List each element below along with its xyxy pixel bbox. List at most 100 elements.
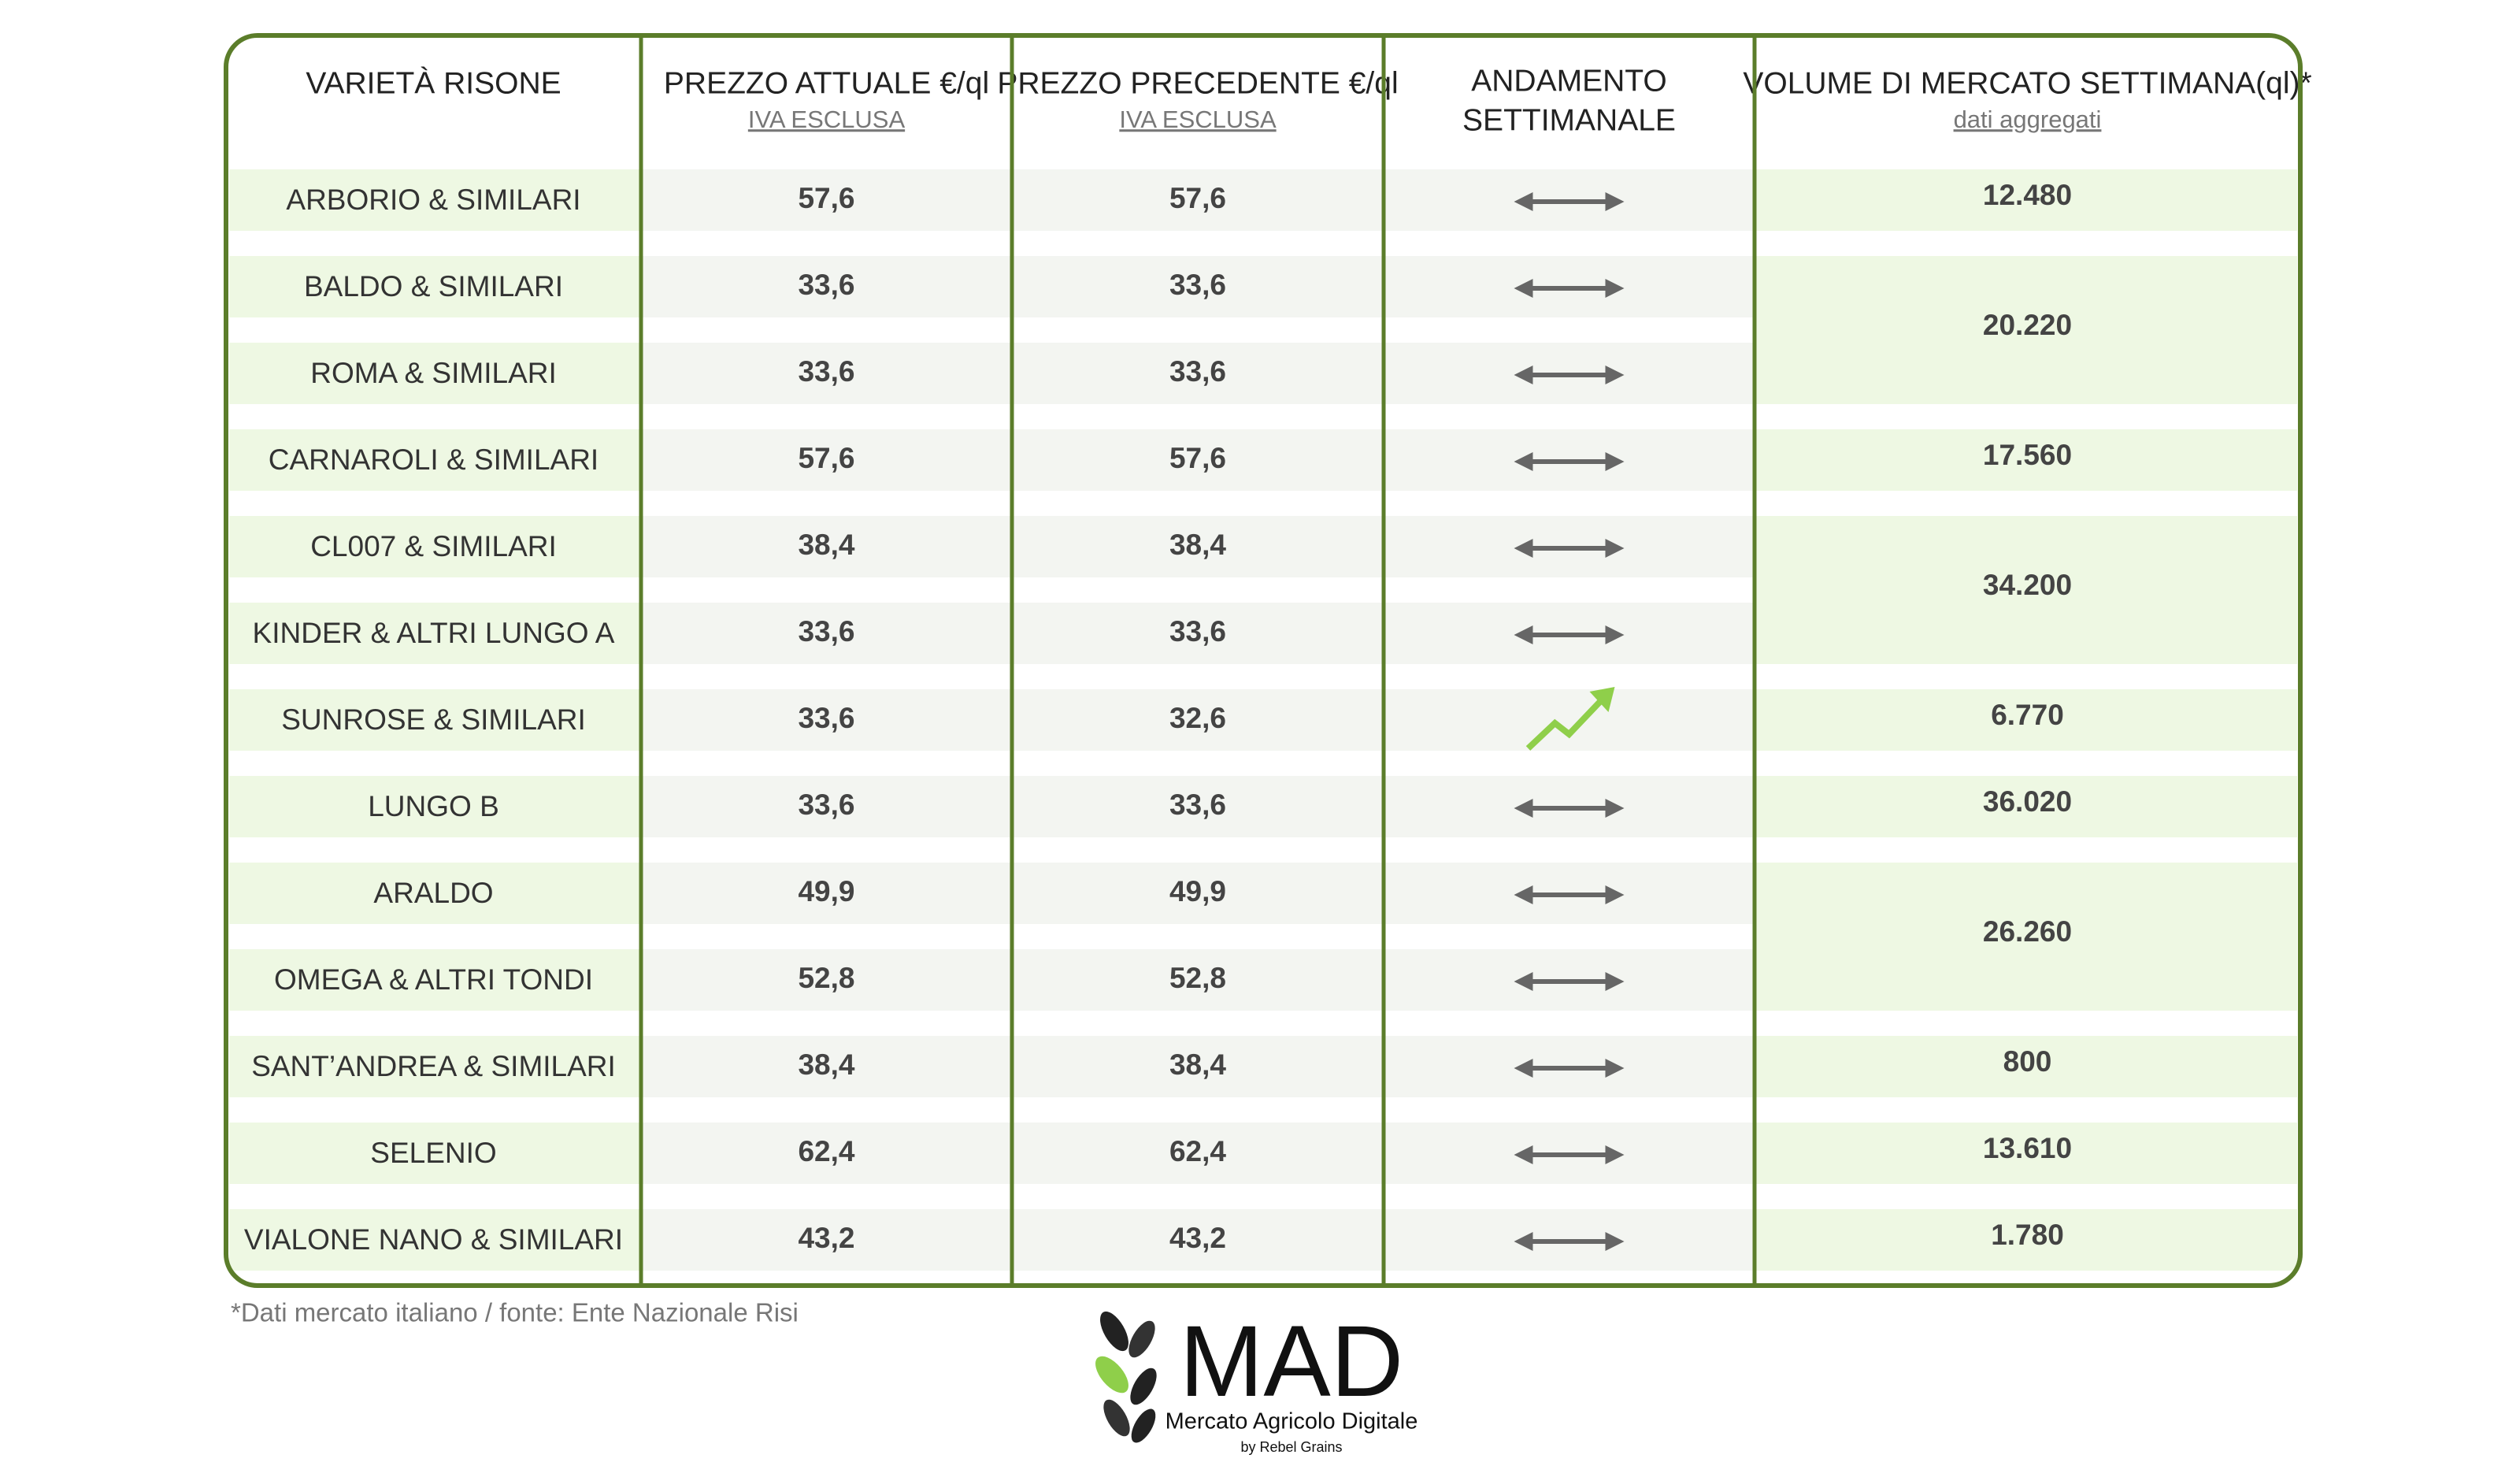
variety: VIALONE NANO & SIMILARI bbox=[244, 1223, 623, 1256]
volume-band bbox=[1755, 516, 2297, 664]
logo-byline: by Rebel Grains bbox=[1240, 1439, 1342, 1455]
header-subtitle: IVA ESCLUSA bbox=[748, 106, 906, 133]
volume: 26.260 bbox=[1983, 915, 2072, 948]
volume: 36.020 bbox=[1983, 785, 2072, 818]
previous-price: 33,6 bbox=[1169, 355, 1226, 388]
arrow-head bbox=[1605, 1145, 1625, 1164]
row-band bbox=[229, 603, 641, 664]
arrow-head bbox=[1605, 366, 1625, 384]
current-price: 57,6 bbox=[798, 442, 854, 474]
variety: CL007 & SIMILARI bbox=[310, 530, 557, 562]
variety: LUNGO B bbox=[368, 790, 499, 822]
arrow-head bbox=[1514, 885, 1533, 904]
arrow-head bbox=[1605, 192, 1625, 211]
volume: 800 bbox=[2003, 1045, 2052, 1078]
row-band bbox=[229, 949, 641, 1011]
previous-price: 62,4 bbox=[1169, 1135, 1226, 1167]
previous-price: 43,2 bbox=[1169, 1222, 1226, 1254]
row-band bbox=[641, 689, 1755, 751]
logo-leaves bbox=[1095, 1311, 1157, 1443]
logo: MAD Mercato Agricolo Digitale by Rebel G… bbox=[1095, 1305, 1418, 1455]
header-title: VOLUME DI MERCATO SETTIMANA(ql)* bbox=[1743, 66, 2311, 100]
volume-band bbox=[1755, 863, 2297, 1011]
trend-up-icon bbox=[1525, 699, 1603, 751]
header-title: VARIETÀ RISONE bbox=[306, 66, 561, 100]
variety: CARNAROLI & SIMILARI bbox=[269, 443, 598, 476]
row-band bbox=[229, 1036, 641, 1097]
previous-price: 49,9 bbox=[1169, 875, 1226, 907]
volume-band bbox=[1755, 1036, 2297, 1097]
current-price: 38,4 bbox=[798, 1048, 854, 1081]
arrow-head bbox=[1605, 1059, 1625, 1078]
header-title: PREZZO ATTUALE €/ql bbox=[664, 66, 989, 100]
arrow-head bbox=[1514, 625, 1533, 644]
arrow-head bbox=[1605, 799, 1625, 818]
row-band bbox=[229, 863, 641, 924]
volume: 13.610 bbox=[1983, 1132, 2072, 1164]
current-price: 62,4 bbox=[798, 1135, 854, 1167]
row-band bbox=[229, 169, 641, 231]
current-price: 49,9 bbox=[798, 875, 854, 907]
arrow-head bbox=[1605, 972, 1625, 991]
header-subtitle: IVA ESCLUSA bbox=[1119, 106, 1277, 133]
variety: SELENIO bbox=[370, 1137, 496, 1169]
arrow-head bbox=[1605, 452, 1625, 471]
volume-band bbox=[1755, 429, 2297, 491]
arrow-head bbox=[1514, 799, 1533, 818]
volume-band bbox=[1755, 776, 2297, 837]
volume: 20.220 bbox=[1983, 309, 2072, 341]
footnote: *Dati mercato italiano / fonte: Ente Naz… bbox=[231, 1298, 799, 1327]
row-band bbox=[229, 516, 641, 577]
row-band bbox=[229, 429, 641, 491]
current-price: 33,6 bbox=[798, 269, 854, 301]
logo-title: MAD bbox=[1180, 1305, 1403, 1418]
volume-band bbox=[1755, 1123, 2297, 1184]
volume-band bbox=[1755, 256, 2297, 404]
arrow-head bbox=[1605, 625, 1625, 644]
header-title: PREZZO PRECEDENTE €/ql bbox=[997, 66, 1398, 100]
arrow-head bbox=[1514, 1145, 1533, 1164]
arrow-head bbox=[1605, 1232, 1625, 1251]
arrow-head bbox=[1514, 972, 1533, 991]
volume: 6.770 bbox=[1991, 699, 2064, 731]
previous-price: 33,6 bbox=[1169, 789, 1226, 821]
header-title: SETTIMANALE bbox=[1462, 103, 1676, 137]
arrow-head bbox=[1514, 452, 1533, 471]
volume: 17.560 bbox=[1983, 439, 2072, 471]
previous-price: 32,6 bbox=[1169, 702, 1226, 734]
logo-subtitle: Mercato Agricolo Digitale bbox=[1166, 1409, 1418, 1434]
variety: ARBORIO & SIMILARI bbox=[286, 184, 580, 216]
variety: SUNROSE & SIMILARI bbox=[281, 703, 586, 736]
volume: 1.780 bbox=[1991, 1219, 2064, 1251]
current-price: 33,6 bbox=[798, 702, 854, 734]
volume-band bbox=[1755, 689, 2297, 751]
arrow-head bbox=[1514, 1232, 1533, 1251]
arrow-head bbox=[1514, 1059, 1533, 1078]
previous-price: 38,4 bbox=[1169, 529, 1226, 561]
header-title: ANDAMENTO bbox=[1471, 64, 1666, 98]
arrow-head bbox=[1605, 279, 1625, 298]
arrow-head bbox=[1605, 885, 1625, 904]
variety: KINDER & ALTRI LUNGO A bbox=[253, 617, 615, 649]
row-band bbox=[229, 256, 641, 317]
variety: SANT’ANDREA & SIMILARI bbox=[251, 1050, 616, 1082]
previous-price: 33,6 bbox=[1169, 269, 1226, 301]
previous-price: 52,8 bbox=[1169, 962, 1226, 994]
current-price: 52,8 bbox=[798, 962, 854, 994]
current-price: 57,6 bbox=[798, 182, 854, 214]
previous-price: 57,6 bbox=[1169, 182, 1226, 214]
header-subtitle: dati aggregati bbox=[1954, 106, 2102, 133]
arrow-head bbox=[1514, 279, 1533, 298]
row-band bbox=[229, 1209, 641, 1271]
row-band bbox=[229, 1123, 641, 1184]
variety: ROMA & SIMILARI bbox=[310, 357, 557, 389]
variety: ARALDO bbox=[373, 877, 493, 909]
current-price: 33,6 bbox=[798, 615, 854, 648]
variety: BALDO & SIMILARI bbox=[304, 270, 563, 302]
volume: 12.480 bbox=[1983, 179, 2072, 211]
arrow-head bbox=[1514, 539, 1533, 558]
row-band bbox=[229, 776, 641, 837]
arrow-head bbox=[1605, 539, 1625, 558]
volume-band bbox=[1755, 169, 2297, 231]
